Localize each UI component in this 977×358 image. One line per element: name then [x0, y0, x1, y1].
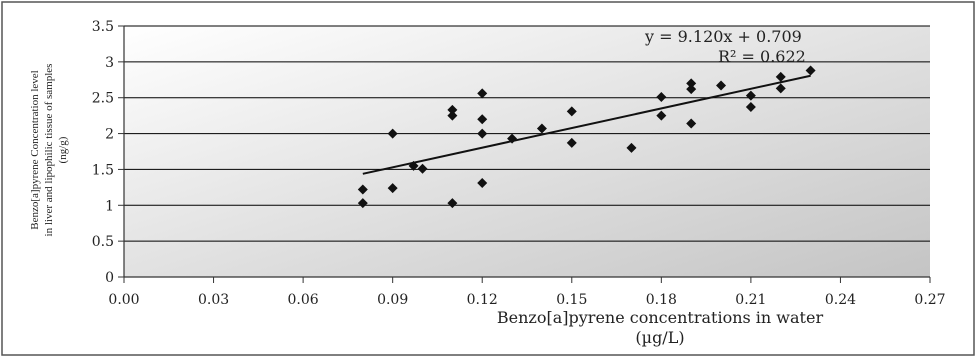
data-point — [716, 80, 727, 91]
y-tick-label: 3 — [105, 55, 114, 71]
y-tick-label: 1.5 — [92, 162, 114, 178]
y-tick-label: 2.5 — [92, 91, 114, 107]
x-tick-label: 0.18 — [646, 292, 677, 308]
data-point — [566, 106, 577, 117]
y-tick-label: 0 — [105, 270, 114, 286]
x-tick-label: 0.24 — [825, 292, 856, 308]
data-point — [775, 83, 786, 94]
data-point — [566, 137, 577, 148]
trend-equation: y = 9.120x + 0.709 — [644, 27, 802, 46]
y-tick-label: 1 — [105, 198, 114, 214]
data-point — [477, 128, 488, 139]
data-point — [387, 128, 398, 139]
data-point — [805, 65, 816, 76]
data-point — [357, 184, 368, 195]
data-point — [447, 198, 458, 209]
x-tick-label: 0.03 — [198, 292, 229, 308]
data-point — [387, 183, 398, 194]
data-point — [477, 178, 488, 189]
y-axis-title-line2: in liver and lipophilic tissue of sample… — [43, 64, 55, 237]
y-tick-label: 3.5 — [92, 19, 114, 35]
x-axis-title-line2: (µg/L) — [635, 328, 684, 347]
y-axis-title-line3: (ng/g) — [57, 136, 69, 163]
y-tick-label: 0.5 — [92, 234, 114, 250]
r-squared-label: R² = 0.622 — [718, 47, 806, 66]
data-point — [477, 114, 488, 125]
data-point — [745, 90, 756, 101]
data-point — [626, 142, 637, 153]
data-point — [447, 110, 458, 121]
data-point — [447, 104, 458, 115]
data-point — [507, 133, 518, 144]
x-tick-label: 0.12 — [467, 292, 498, 308]
data-point — [477, 88, 488, 99]
plot-area — [124, 26, 930, 277]
data-point — [656, 110, 667, 121]
data-point — [745, 102, 756, 113]
x-axis-title-line1: Benzo[a]pyrene concentrations in water — [497, 308, 824, 327]
trendline — [362, 74, 811, 175]
x-tick-label: 0.06 — [288, 292, 319, 308]
data-point — [686, 84, 697, 95]
data-point — [775, 71, 786, 82]
data-point — [686, 78, 697, 89]
y-tick-label: 2 — [105, 127, 114, 143]
x-tick-label: 0.15 — [556, 292, 587, 308]
data-point — [357, 198, 368, 209]
x-tick-label: 0.09 — [377, 292, 408, 308]
data-point — [686, 118, 697, 129]
x-tick-label: 0.21 — [735, 292, 766, 308]
data-point — [656, 91, 667, 102]
data-point — [417, 163, 428, 174]
data-point — [536, 123, 547, 134]
x-tick-label: 0.27 — [914, 292, 945, 308]
data-point — [408, 160, 419, 171]
x-tick-label: 0.00 — [108, 292, 139, 308]
y-axis-title-line1: Benzo[a]pyrene Concentration level — [29, 70, 41, 229]
